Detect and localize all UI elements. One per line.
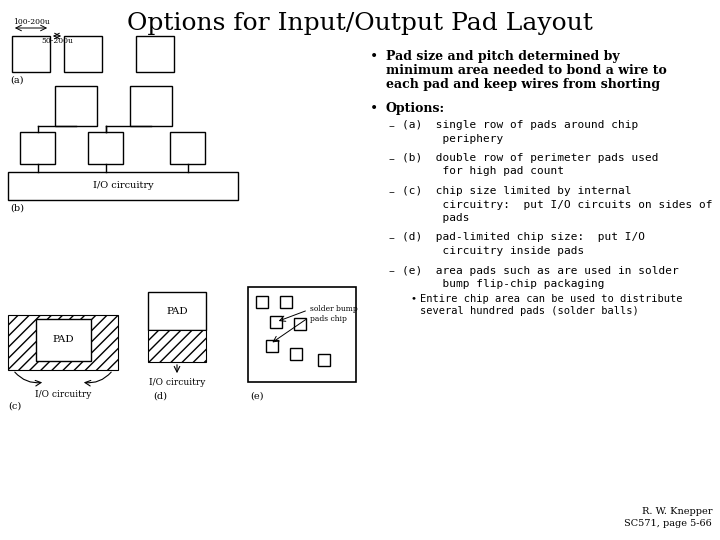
Text: (e)  area pads such as are used in solder: (e) area pads such as are used in solder (402, 266, 679, 275)
Text: Options:: Options: (386, 102, 445, 115)
Text: PAD: PAD (166, 307, 188, 315)
Bar (130, 86, 172, 126)
Text: (c)  chip size limited by internal: (c) chip size limited by internal (402, 186, 631, 196)
Text: Options for Input/Output Pad Layout: Options for Input/Output Pad Layout (127, 12, 593, 35)
Text: I/O circuitry: I/O circuitry (93, 181, 153, 191)
Text: (e): (e) (250, 392, 264, 401)
Text: Entire chip area can be used to distribute: Entire chip area can be used to distribu… (420, 294, 683, 305)
Text: minimum area needed to bond a wire to: minimum area needed to bond a wire to (386, 64, 667, 77)
Bar (136, 36, 174, 72)
Bar (270, 316, 282, 328)
Bar (294, 318, 306, 330)
Text: (b)  double row of perimeter pads used: (b) double row of perimeter pads used (402, 153, 659, 163)
Text: •: • (370, 102, 378, 116)
Bar (256, 296, 268, 308)
Text: several hundred pads (solder balls): several hundred pads (solder balls) (420, 307, 639, 316)
Bar (318, 354, 330, 366)
Text: –: – (388, 153, 394, 166)
Bar (8, 315, 118, 370)
Bar (280, 296, 292, 308)
Text: (a)  single row of pads around chip: (a) single row of pads around chip (402, 120, 638, 130)
Text: (d)  pad-limited chip size:  put I/O: (d) pad-limited chip size: put I/O (402, 233, 645, 242)
Text: •: • (370, 50, 378, 64)
Bar (170, 132, 205, 164)
Text: –: – (388, 233, 394, 246)
Bar (266, 340, 278, 352)
Bar (248, 287, 356, 382)
Text: PAD: PAD (52, 335, 74, 344)
Text: (a): (a) (10, 76, 24, 85)
Bar (55, 86, 97, 126)
Text: bump flip-chip packaging: bump flip-chip packaging (402, 279, 605, 289)
Text: 100-200u: 100-200u (13, 18, 50, 26)
Bar (12, 36, 50, 72)
Bar (35, 319, 91, 361)
Text: circuitry:  put I/O circuits on sides of: circuitry: put I/O circuits on sides of (402, 199, 713, 210)
Text: I/O circuitry: I/O circuitry (35, 390, 91, 399)
Text: pads: pads (402, 213, 469, 223)
Bar (148, 330, 206, 362)
Text: 50-200u: 50-200u (41, 37, 73, 45)
Text: •: • (410, 294, 416, 303)
Text: –: – (388, 120, 394, 133)
Text: I/O circuitry: I/O circuitry (149, 378, 205, 387)
Bar (88, 132, 123, 164)
Text: solder bump
pads chip: solder bump pads chip (310, 305, 358, 323)
Text: circuitry inside pads: circuitry inside pads (402, 246, 584, 256)
Text: (d): (d) (153, 392, 167, 401)
Bar (8, 172, 238, 200)
Text: Pad size and pitch determined by: Pad size and pitch determined by (386, 50, 620, 63)
Bar (290, 348, 302, 360)
Bar (20, 132, 55, 164)
Text: R. W. Knepper
SC571, page 5-66: R. W. Knepper SC571, page 5-66 (624, 507, 712, 528)
Text: each pad and keep wires from shorting: each pad and keep wires from shorting (386, 78, 660, 91)
Text: (c): (c) (8, 402, 22, 411)
Text: –: – (388, 186, 394, 199)
Bar (148, 292, 206, 330)
Bar (64, 36, 102, 72)
Text: periphery: periphery (402, 133, 503, 144)
Text: (b): (b) (10, 204, 24, 213)
Text: –: – (388, 266, 394, 279)
Text: for high pad count: for high pad count (402, 166, 564, 177)
